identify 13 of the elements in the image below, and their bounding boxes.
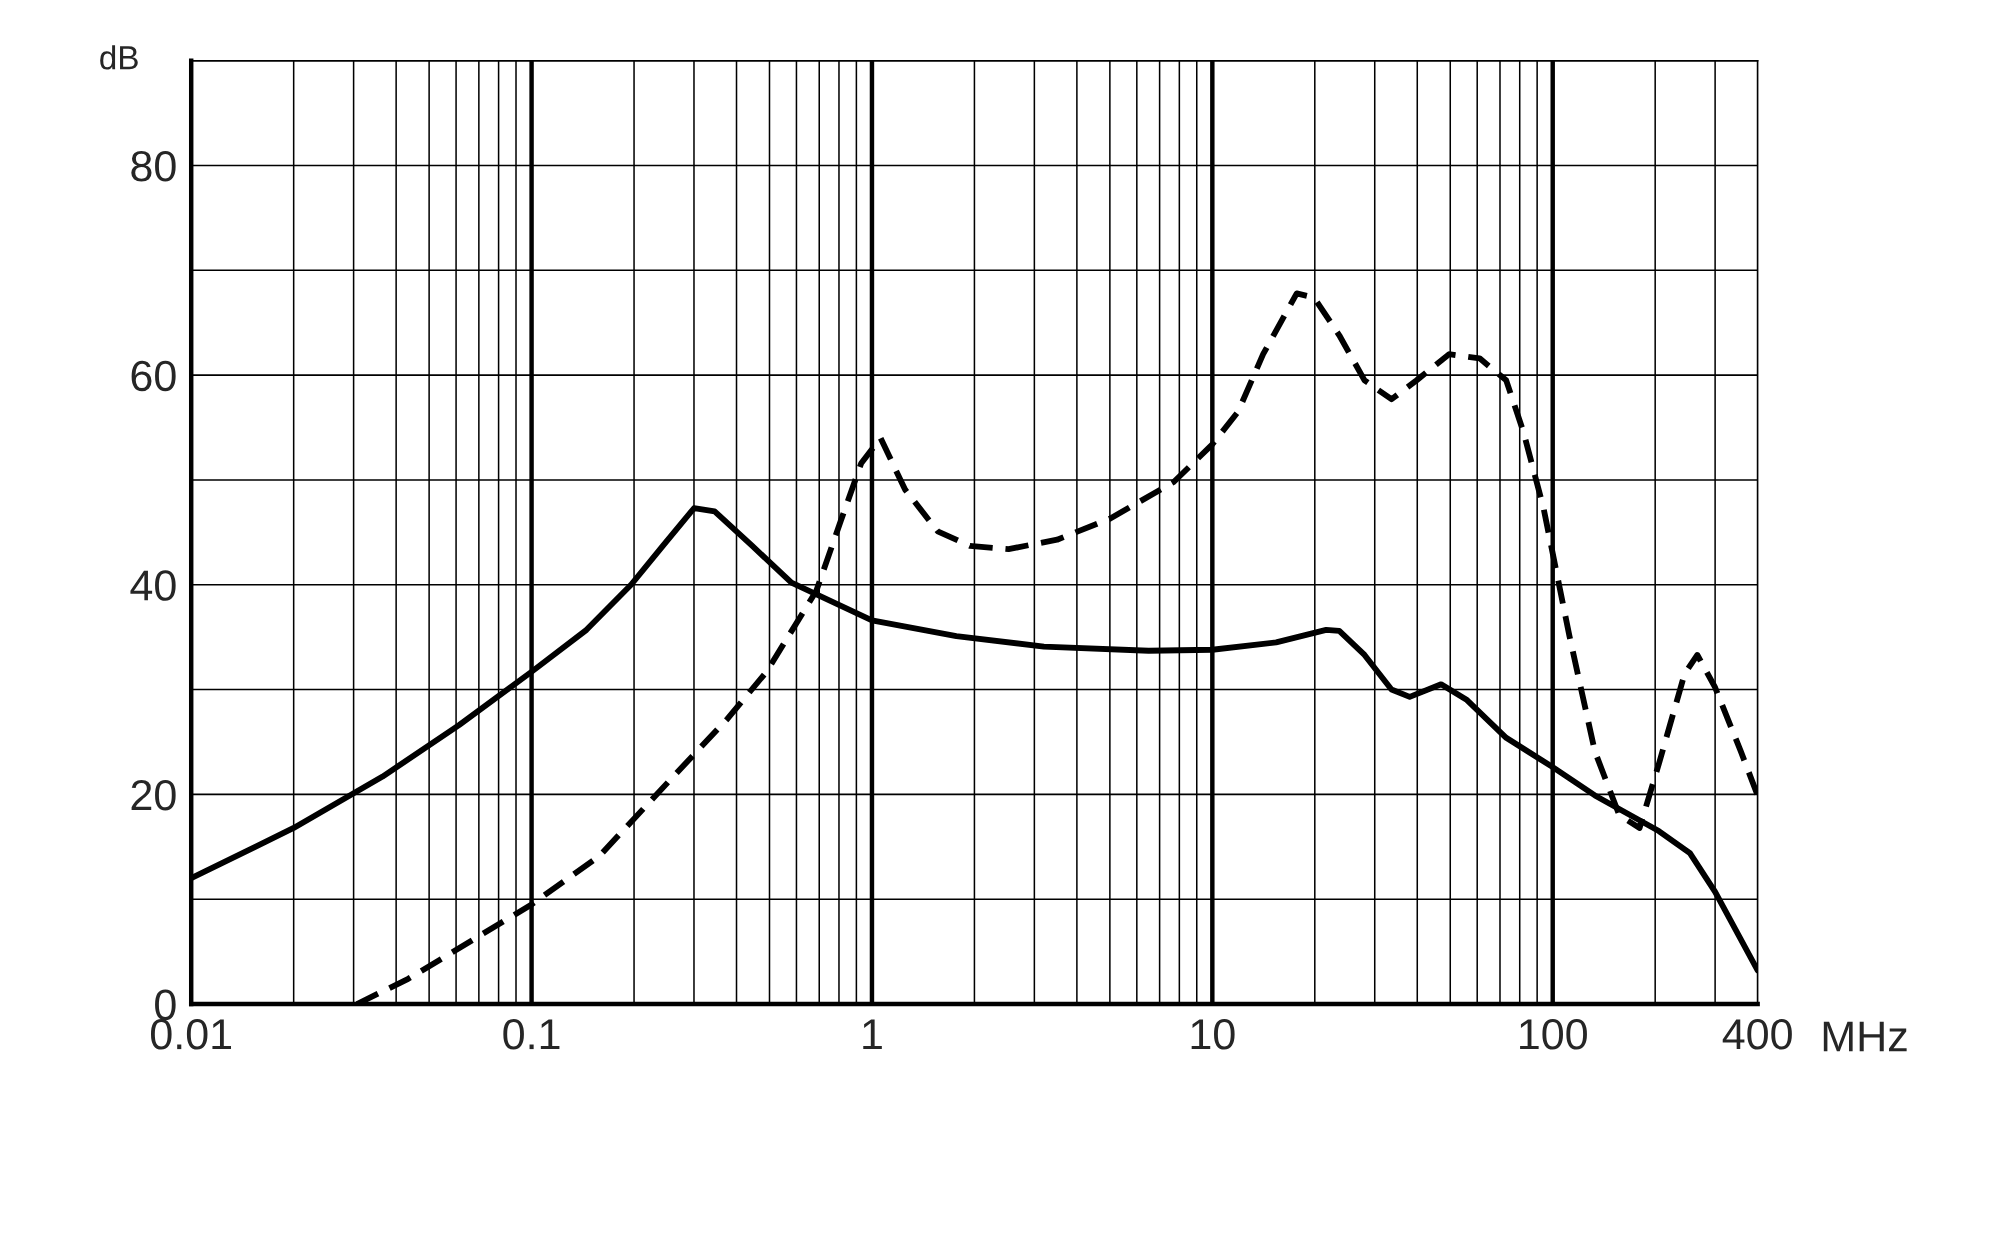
x-tick-label: 10 — [1191, 1019, 1235, 1050]
y-tick-label: 60 — [131, 360, 176, 392]
x-tick-label: 400 — [1722, 1019, 1792, 1050]
x-tick-label: 0.1 — [503, 1019, 560, 1050]
y-tick-label: 40 — [130, 570, 176, 601]
x-axis-title: MHz — [1823, 1021, 1907, 1052]
y-axis-title: dB — [100, 45, 138, 70]
x-tick-label: 100 — [1520, 1019, 1587, 1050]
x-tick-label: 1 — [863, 1019, 882, 1050]
y-tick-label: 0 — [155, 989, 176, 1021]
x-tick-label: 0.01 — [151, 1019, 232, 1050]
y-tick-label: 80 — [131, 151, 176, 182]
y-tick-label: 20 — [131, 779, 176, 811]
